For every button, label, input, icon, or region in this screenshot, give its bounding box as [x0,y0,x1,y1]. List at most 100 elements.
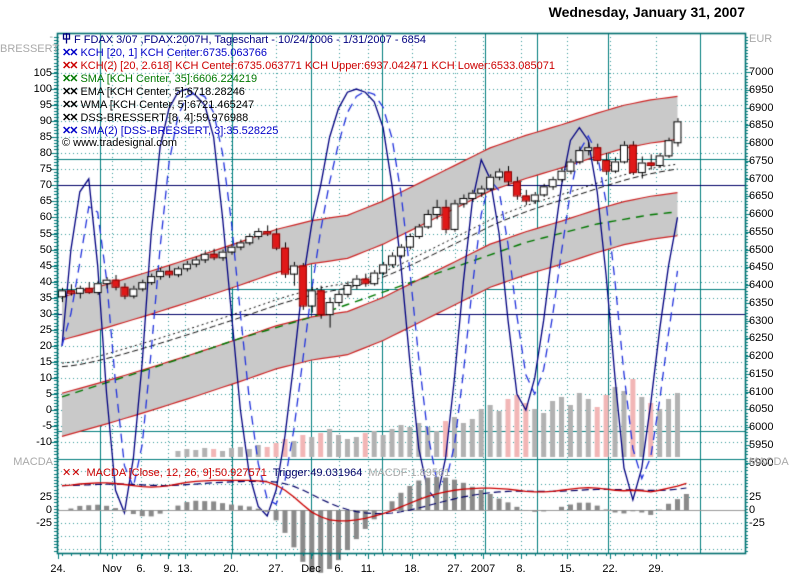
legend-marker[interactable]: ✕✕ [62,47,79,59]
legend-item[interactable]: ✕✕ SMA [KCH Center, 35]:6606.224219 [62,72,257,85]
legend-marker[interactable]: ✕✕ [62,86,79,98]
legend-item-label: DSS-BRESSERT [8, 4]:59.976988 [80,112,249,124]
legend-marker[interactable]: ✕✕ [62,60,79,72]
left-axis-name: -BRESSERT [0,31,60,55]
macd-right-tick: 0 [749,504,756,516]
left-axis-tick: 25 [39,323,52,336]
macd-right-tick: 25 [749,491,762,503]
macd-left-tick: 25 [39,491,52,503]
right-axis-tick: 6600 [749,208,774,220]
x-axis-tick: Nov [102,563,122,575]
legend-item-label: WMA [KCH Center, 5]:6721.465247 [80,99,255,111]
legend-item[interactable]: ✕✕ DSS-BRESSERT [8, 4]:59.976988 [62,111,248,124]
instrument-header[interactable]: F FDAX 3/07 ,FDAX:2007H, Tageschart - 10… [62,33,426,47]
right-axis-tick: 6950 [749,83,774,96]
x-axis-tick: 13. [177,563,193,575]
macd-left-name: MACDA [13,456,53,468]
left-axis-tick: 75 [39,163,52,176]
right-axis-name: EUR [749,33,773,45]
right-axis-tick: 6350 [749,296,774,309]
right-axis-tick: 6200 [749,350,774,362]
left-axis-tick: 40 [39,275,52,288]
right-axis-tick: 6250 [749,332,774,345]
right-axis-tick: 6550 [749,225,774,238]
macd-right-name: MACDA [749,456,789,468]
legend-item-label: SMA [KCH Center, 35]:6606.224219 [80,73,258,85]
right-axis-tick: 6850 [749,119,774,132]
left-axis-tick: 0 [45,404,52,417]
left-axis-tick: 70 [39,179,52,192]
legend-item[interactable]: ✕✕ SMA(2) [DSS-BRESSERT, 3]:35.528225 [62,124,278,137]
legend-item-label: KCH(2) [20, 2.618] KCH Center:6735.06377… [80,60,555,72]
right-axis-tick: 6750 [749,154,774,167]
macd-legend-macda: MACDA [Close, 12, 26, 9]:50.927571 [86,467,267,479]
right-axis-tick: 6450 [749,261,774,274]
right-axis-tick: 6100 [749,385,774,398]
x-axis-tick: 20. [223,563,239,575]
left-axis-tick: 90 [39,115,52,128]
x-axis-tick: 22. [602,563,618,575]
legend-marker[interactable]: ✕✕ [62,467,81,479]
x-axis-tick: 27. [447,563,463,575]
left-axis-tick: 100 [33,83,52,96]
left-axis-tick: 10 [39,371,52,384]
x-axis-tick: 6. [334,563,344,575]
left-axis-tick: 5 [45,388,52,400]
x-axis-tick: 15. [559,563,575,575]
x-axis-tick: 2007 [470,563,496,575]
right-axis-tick: 5900 [749,456,774,469]
pin-icon[interactable] [62,33,71,47]
left-axis-tick: 45 [39,259,52,272]
legend-item[interactable]: ✕✕ KCH(2) [20, 2.618] KCH Center:6735.063… [62,59,555,72]
macd-left-tick: -25 [36,517,52,529]
x-axis-tick: 29. [648,563,664,575]
right-axis-tick: 7000 [749,66,774,78]
x-axis-tick: 18. [404,563,420,575]
legend-item[interactable]: ✕✕ KCH [20, 1] KCH Center:6735.063766 [62,46,267,59]
left-axis-tick: 55 [39,227,52,240]
right-axis-tick: 6650 [749,190,774,203]
x-axis-tick: 9. [163,563,173,575]
macd-right-tick: -25 [749,517,765,529]
left-axis-tick: 80 [39,147,52,160]
left-axis-tick: 50 [39,243,52,256]
macd-left-tick: 0 [45,504,52,516]
x-axis-tick: 24. [50,563,66,575]
legend-item[interactable]: ✕✕ EMA [KCH Center, 5]:6718.28246 [62,85,245,98]
copyright-label: © www.tradesignal.com [62,137,178,149]
macd-legend-trigger: Trigger:49.031964 [272,467,363,479]
legend-marker[interactable]: ✕✕ [62,125,79,137]
right-axis-tick: 6800 [749,137,774,149]
left-axis-tick: 105 [33,67,52,79]
legend-item[interactable]: ✕✕ WMA [KCH Center, 5]:6721.465247 [62,98,254,111]
x-axis-tick: 27. [268,563,284,575]
legend-item-label: SMA(2) [DSS-BRESSERT, 3]:35.528225 [80,125,279,137]
left-axis-tick: 20 [39,339,52,352]
right-axis-tick: 6900 [749,101,774,114]
macd-legend[interactable]: ✕✕ MACDA [Close, 12, 26, 9]:50.927571 Trig… [62,466,456,479]
left-axis-tick: -5 [42,420,52,433]
right-axis-tick: 6400 [749,279,774,291]
right-axis-tick: 5950 [749,438,774,451]
left-axis-tick: 60 [39,211,52,224]
x-axis-tick: Dec [301,563,321,575]
date-title: Wednesday, January 31, 2007 [548,4,745,20]
right-axis-tick: 6150 [749,367,774,380]
right-axis-tick: 6500 [749,243,774,256]
legend-marker[interactable]: ✕✕ [62,112,79,124]
right-axis-tick: 6300 [749,314,774,327]
left-axis-tick: 95 [39,99,52,112]
x-axis-tick: 8. [516,563,526,575]
left-axis-tick: 35 [39,291,52,304]
legend-marker[interactable]: ✕✕ [62,99,79,111]
x-axis-tick: 11. [360,563,376,575]
legend-item-label: EMA [KCH Center, 5]:6718.28246 [80,86,245,98]
legend-marker[interactable]: ✕✕ [62,73,79,85]
left-axis-tick: -10 [36,436,52,449]
macd-legend-macdf: MACDF:1.89561 [368,467,451,479]
right-axis-tick: 6050 [749,403,774,416]
left-axis-tick: 65 [39,195,52,208]
x-axis-tick: 6. [136,563,146,575]
